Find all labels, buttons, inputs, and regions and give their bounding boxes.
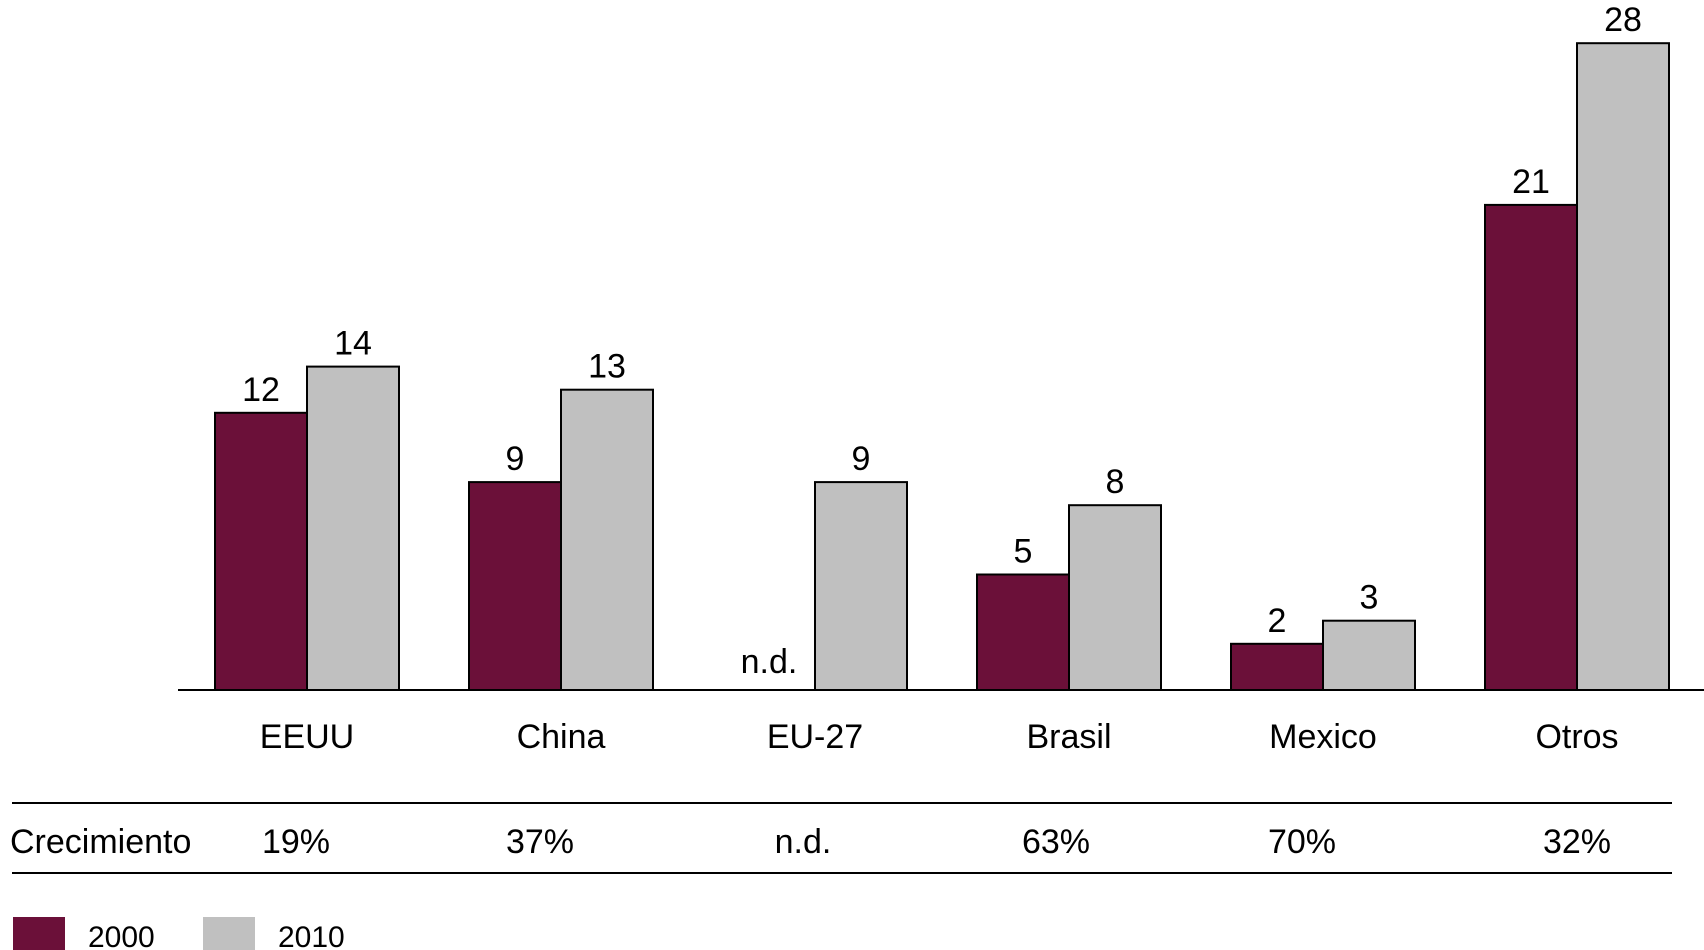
bar-2010-otros	[1576, 42, 1670, 691]
category-label-brasil: Brasil	[1026, 718, 1111, 756]
bar-2010-eeuu	[306, 365, 400, 691]
data-label-2010-china: 13	[588, 348, 626, 386]
growth-value-eu-27: n.d.	[775, 823, 832, 861]
bar-2000-brasil	[976, 573, 1070, 691]
bar-2010-china	[560, 388, 654, 691]
data-label-2010-mexico: 3	[1360, 579, 1379, 617]
bar-2000-china	[468, 481, 562, 691]
category-label-mexico: Mexico	[1269, 718, 1377, 756]
growth-value-eeuu: 19%	[262, 823, 330, 861]
data-label-2010-eu-27: 9	[852, 440, 871, 478]
data-label-2000-otros: 21	[1512, 163, 1550, 201]
bar-2000-otros	[1484, 203, 1578, 691]
data-label-2010-brasil: 8	[1106, 463, 1125, 501]
data-label-2010-eeuu: 14	[334, 325, 372, 363]
data-label-2000-eu-27: n.d.	[741, 643, 798, 681]
category-label-eu-27: EU-27	[767, 718, 863, 756]
legend-label-2010: 2010	[278, 921, 345, 950]
bar-2010-eu-27	[814, 481, 908, 691]
bar-2010-mexico	[1322, 619, 1416, 692]
growth-value-mexico: 70%	[1268, 823, 1336, 861]
bar-2010-brasil	[1068, 504, 1162, 692]
bar-2000-mexico	[1230, 642, 1324, 691]
growth-row-label: Crecimiento	[10, 823, 191, 861]
growth-value-otros: 32%	[1543, 823, 1611, 861]
legend-label-2000: 2000	[88, 921, 155, 950]
growth-value-brasil: 63%	[1022, 823, 1090, 861]
category-label-otros: Otros	[1535, 718, 1618, 756]
category-label-eeuu: EEUU	[260, 718, 354, 756]
category-label-china: China	[517, 718, 606, 756]
data-label-2000-brasil: 5	[1014, 533, 1033, 571]
data-label-2000-eeuu: 12	[242, 371, 280, 409]
data-label-2000-china: 9	[506, 440, 525, 478]
growth-value-china: 37%	[506, 823, 574, 861]
legend-swatch-2000	[13, 917, 65, 950]
data-label-2010-otros: 28	[1604, 1, 1642, 39]
data-label-2000-mexico: 2	[1268, 602, 1287, 640]
bar-2000-eeuu	[214, 411, 308, 691]
legend-swatch-2010	[203, 917, 255, 950]
